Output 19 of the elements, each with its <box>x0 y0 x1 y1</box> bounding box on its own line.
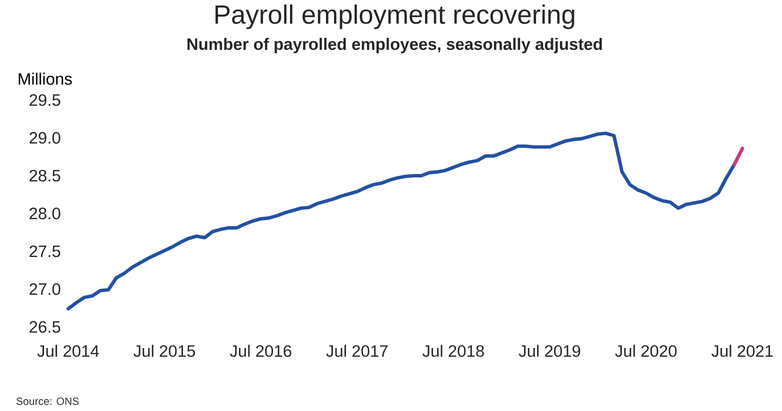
y-tick-label: 27.0 <box>30 283 60 295</box>
x-tick-label: Jul 2018 <box>422 344 484 357</box>
x-tick-label: Jul 2019 <box>518 344 580 357</box>
x-tick-label: Jul 2017 <box>326 344 388 357</box>
y-tick-label: 26.5 <box>30 321 60 333</box>
x-tick-label: Jul 2014 <box>37 344 99 357</box>
y-tick-label: 28.5 <box>30 170 60 182</box>
y-tick-label: 29.5 <box>30 94 60 106</box>
x-tick-label: Jul 2015 <box>134 344 196 357</box>
chart-title: Payroll employment recovering <box>216 4 574 30</box>
x-tick-label: Jul 2021 <box>711 344 773 357</box>
source-note: Source: ONS <box>16 397 79 405</box>
y-tick-label: 28.0 <box>30 208 60 220</box>
y-tick-label: 27.5 <box>30 245 60 258</box>
y-tick-label: 29.0 <box>30 132 60 144</box>
y-axis-title: Millions <box>18 72 72 85</box>
x-tick-label: Jul 2020 <box>615 344 677 357</box>
x-tick-label: Jul 2016 <box>230 344 292 357</box>
chart-subtitle: Number of payrolled employees, seasonally adjusted <box>187 38 602 54</box>
